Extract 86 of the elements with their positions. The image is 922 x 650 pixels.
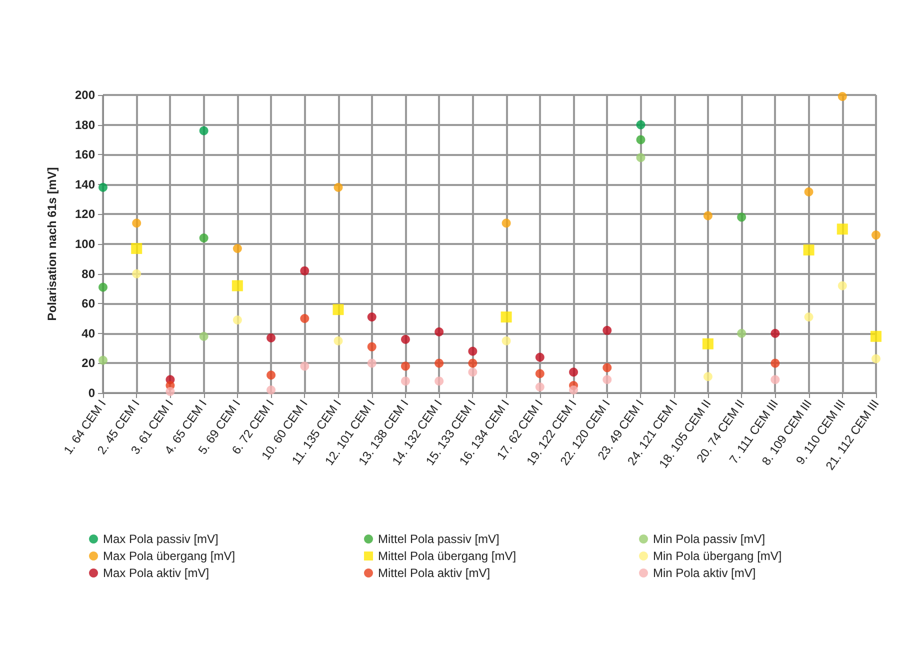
point: [300, 314, 310, 323]
point: [131, 242, 142, 254]
y-tick-label: 40: [82, 326, 96, 340]
point: [500, 312, 512, 323]
legend-label: Min Pola passiv [mV]: [653, 532, 766, 546]
y-tick-label: 180: [74, 118, 96, 132]
point: [468, 358, 478, 368]
point: [737, 328, 746, 338]
point: [636, 135, 646, 144]
legend-label: Mittel Pola übergang [mV]: [378, 549, 516, 563]
point: [535, 382, 544, 392]
point: [602, 375, 612, 384]
point: [569, 368, 578, 377]
point: [434, 376, 444, 386]
legend-label: Min Pola aktiv [mV]: [653, 566, 756, 580]
legend-label: Mittel Pola aktiv [mV]: [378, 566, 490, 580]
point: [803, 244, 814, 256]
point: [232, 244, 242, 253]
point: [804, 312, 814, 322]
point: [300, 362, 310, 371]
point: [804, 187, 814, 196]
point: [98, 282, 108, 292]
point: [702, 338, 714, 350]
point: [535, 369, 544, 378]
point: [334, 336, 343, 346]
point: [400, 376, 410, 386]
point: [838, 92, 847, 101]
point: [400, 362, 410, 371]
point: [132, 269, 142, 278]
y-tick-label: 0: [88, 386, 96, 400]
point: [199, 126, 208, 136]
point: [434, 358, 444, 368]
point: [367, 312, 376, 322]
legend-label: Max Pola passiv [mV]: [103, 532, 218, 546]
point: [502, 336, 511, 346]
point: [468, 368, 478, 377]
point: [332, 304, 344, 316]
y-tick-label: 140: [74, 177, 96, 192]
point: [737, 212, 746, 222]
point: [870, 330, 882, 342]
point: [199, 332, 208, 341]
point: [569, 386, 578, 395]
point: [266, 333, 276, 342]
point: [703, 372, 712, 382]
point: [602, 326, 612, 335]
point: [872, 230, 880, 240]
point: [502, 218, 511, 228]
point: [770, 328, 780, 338]
point: [98, 356, 108, 365]
legend-label: Max Pola übergang [mV]: [103, 549, 236, 563]
point: [636, 120, 646, 130]
y-tick-label: 200: [74, 88, 96, 102]
y-tick-label: 100: [74, 237, 96, 251]
point: [400, 334, 410, 344]
point: [232, 280, 243, 292]
point: [199, 234, 208, 243]
point: [535, 352, 544, 362]
y-tick-label: 20: [82, 356, 96, 370]
point: [836, 224, 848, 235]
point: [232, 315, 242, 324]
y-axis-title: Polarisation nach 61s [mV]: [45, 167, 59, 321]
y-tick-label: 60: [82, 296, 96, 311]
point: [434, 327, 444, 336]
legend-label: Min Pola übergang [mV]: [653, 549, 782, 563]
y-tick-label: 80: [82, 266, 96, 281]
legend-label: Mittel Pola passiv [mV]: [378, 532, 500, 546]
point: [266, 370, 276, 380]
point: [636, 153, 646, 162]
y-tick-label: 120: [74, 207, 96, 222]
point: [334, 182, 343, 192]
point: [132, 218, 142, 228]
point: [468, 346, 478, 356]
point: [770, 375, 780, 384]
point: [872, 354, 880, 364]
point: [367, 342, 376, 352]
point: [838, 281, 847, 290]
legend-label: Max Pola aktiv [mV]: [103, 566, 210, 580]
point: [703, 211, 712, 220]
point: [602, 363, 612, 372]
point: [166, 387, 175, 396]
point: [770, 358, 780, 368]
point: [300, 266, 310, 276]
y-tick-label: 160: [74, 148, 96, 162]
point: [266, 386, 276, 395]
point: [367, 358, 376, 368]
point: [98, 182, 108, 192]
